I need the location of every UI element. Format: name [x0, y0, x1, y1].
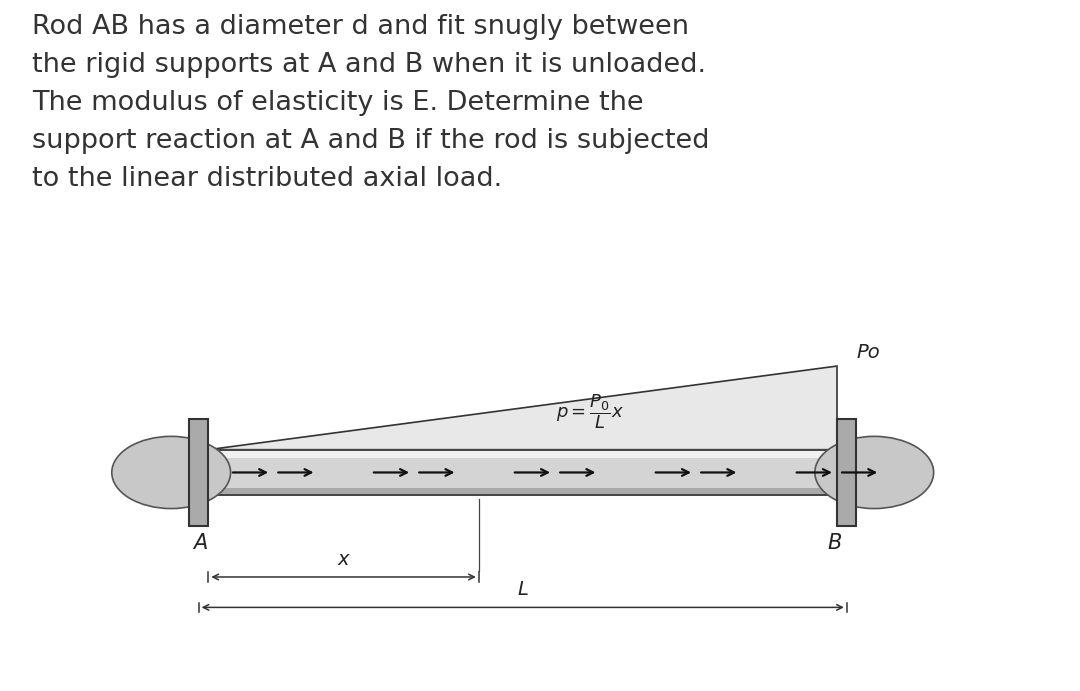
Ellipse shape: [815, 437, 933, 509]
Polygon shape: [208, 366, 837, 450]
Text: L: L: [517, 580, 528, 599]
Bar: [208, 489, 837, 495]
Text: B: B: [827, 533, 841, 553]
Text: $p = \dfrac{P_0}{L}x$: $p = \dfrac{P_0}{L}x$: [556, 392, 624, 431]
Text: Po: Po: [856, 343, 880, 362]
Ellipse shape: [111, 437, 231, 509]
Bar: [189, 419, 208, 526]
Bar: [837, 419, 856, 526]
Text: x: x: [338, 549, 349, 569]
Bar: [208, 450, 837, 457]
Text: Rod AB has a diameter d and fit snugly between
the rigid supports at A and B whe: Rod AB has a diameter d and fit snugly b…: [32, 14, 710, 192]
Text: A: A: [193, 533, 207, 553]
Bar: [208, 450, 837, 495]
